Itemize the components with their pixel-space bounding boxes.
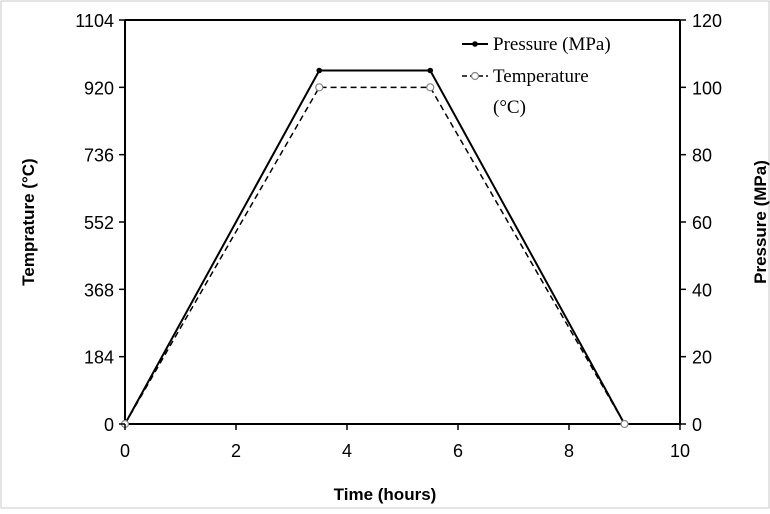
- temperature-data-point: [426, 83, 435, 92]
- y-right-axis-title: Pressure (MPa): [751, 160, 770, 284]
- legend-pressure-label: Pressure (MPa): [493, 34, 611, 55]
- y-left-axis-title: Temprature (°C): [19, 158, 38, 285]
- y-right-tick-label: 120: [692, 11, 722, 31]
- temperature-data-point: [620, 419, 629, 429]
- x-tick-label: 0: [120, 441, 130, 461]
- x-tick-label: 6: [453, 441, 463, 461]
- y-left-tick-label: 736: [84, 146, 114, 166]
- x-tick-label: 4: [342, 441, 352, 461]
- x-tick-label: 10: [670, 441, 690, 461]
- legend-temperature-marker: [470, 71, 480, 81]
- temperature-series-line: [124, 86, 626, 425]
- x-tick-label: 2: [231, 441, 241, 461]
- y-left-tick-label: 368: [84, 280, 114, 300]
- legend-temperature-label: Temperature (°C): [493, 66, 589, 118]
- y-right-tick-label: 60: [692, 213, 712, 233]
- y-right-tick-label: 0: [692, 415, 702, 435]
- y-left-tick-label: 184: [84, 348, 114, 368]
- y-right-tick-label: 100: [692, 78, 722, 98]
- y-left-tick-label: 1104: [75, 11, 114, 31]
- x-tick-label: 8: [564, 441, 574, 461]
- y-left-tick-label: 552: [84, 213, 114, 233]
- temperature-data-point: [315, 83, 324, 92]
- pressure-data-point: [316, 67, 323, 74]
- pressure-data-point: [427, 67, 434, 74]
- legend-pressure-marker: [472, 41, 478, 47]
- y-right-tick-label: 80: [692, 146, 712, 166]
- pressure-series-line: [124, 69, 626, 425]
- y-left-tick-label: 920: [84, 78, 114, 98]
- y-right-tick-label: 40: [692, 280, 712, 300]
- y-right-tick-label: 20: [692, 348, 712, 368]
- y-left-tick-label: 0: [104, 415, 114, 435]
- x-axis-title: Time (hours): [334, 485, 437, 504]
